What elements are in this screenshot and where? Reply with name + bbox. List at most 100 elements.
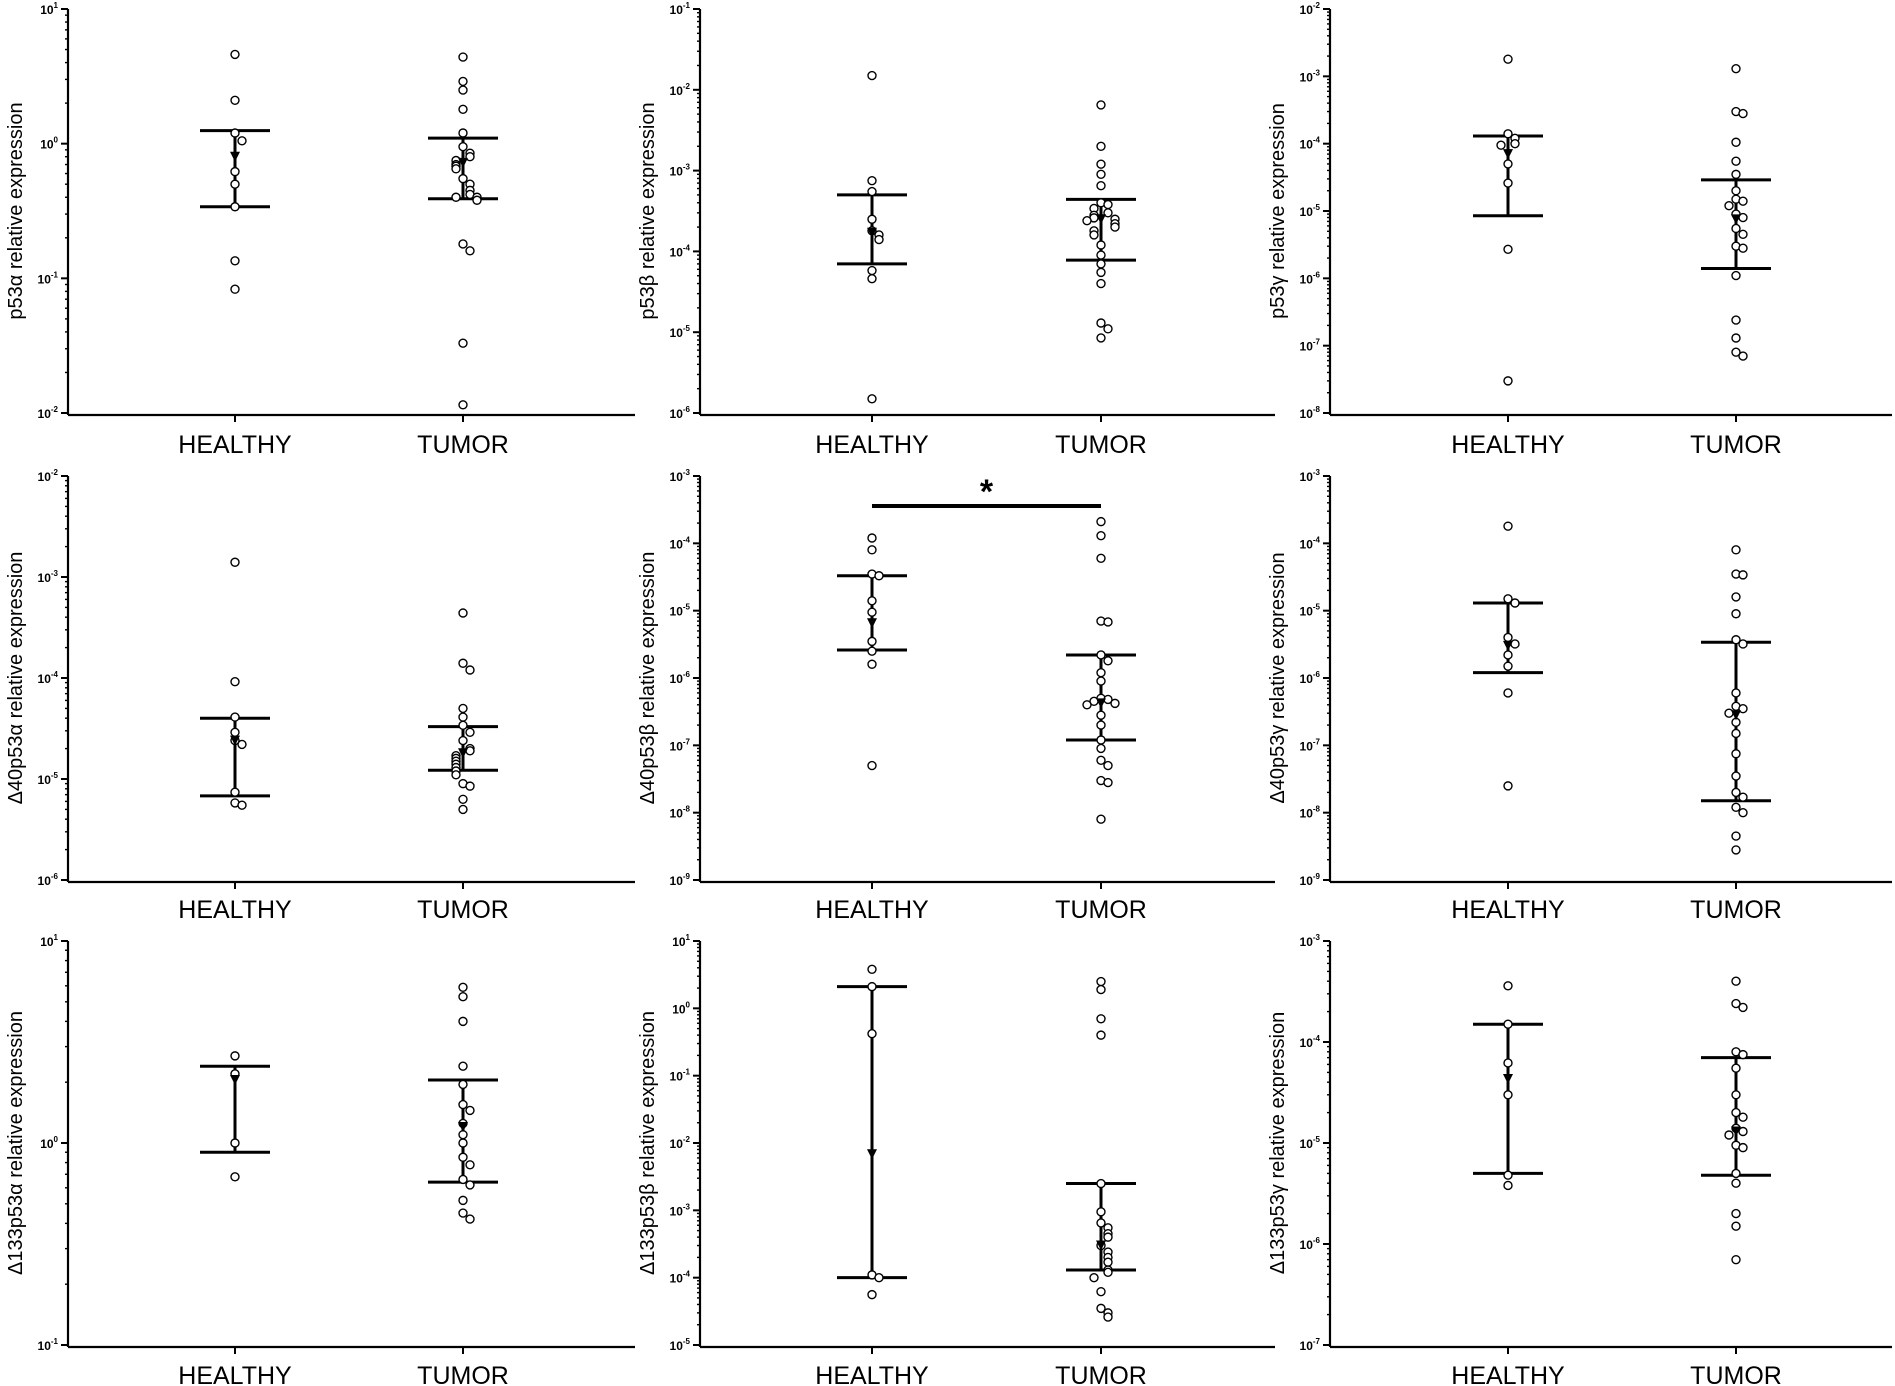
data-point — [1731, 270, 1741, 281]
data-point — [465, 152, 475, 162]
data-point — [230, 166, 240, 177]
y-tick-label: 10-4 — [1300, 136, 1321, 152]
data-point — [1096, 318, 1106, 328]
y-tick-label: 10-8 — [1300, 405, 1321, 421]
data-point — [1731, 1254, 1741, 1265]
data-point — [1503, 781, 1513, 791]
median-marker — [1096, 1240, 1106, 1251]
y-tick-label: 10-3 — [38, 569, 59, 585]
y-tick-label: 10-2 — [38, 405, 59, 421]
data-point — [458, 1016, 468, 1027]
y-axis-title: p53β relative expression — [637, 102, 659, 319]
data-point — [1103, 208, 1113, 218]
data-point — [1731, 771, 1741, 781]
y-tick-label: 10-3 — [670, 468, 691, 484]
y-tick-label: 10-7 — [1300, 1337, 1321, 1353]
y-tick-label: 10-5 — [670, 1337, 691, 1353]
data-point — [867, 981, 877, 992]
data-point — [1731, 1178, 1741, 1188]
data-point — [1731, 845, 1741, 855]
data-point — [1731, 787, 1741, 798]
data-point — [458, 1208, 468, 1218]
y-axis-title: Δ133p53γ relative expression — [1267, 1012, 1289, 1274]
data-point — [1096, 240, 1106, 250]
data-point — [230, 49, 240, 60]
x-category-label: HEALTHY — [178, 431, 292, 459]
data-point — [451, 770, 461, 780]
data-point — [458, 1138, 468, 1148]
data-point — [1496, 140, 1506, 150]
median-marker — [1731, 1126, 1741, 1137]
x-category-label: HEALTHY — [815, 1362, 929, 1386]
data-point — [1731, 63, 1741, 74]
y-tick-label: 10-9 — [670, 872, 691, 888]
data-point — [230, 712, 240, 722]
x-category-label: TUMOR — [1690, 431, 1782, 459]
data-point — [1731, 545, 1741, 555]
data-point — [465, 746, 475, 756]
x-category-label: HEALTHY — [1451, 1362, 1565, 1386]
y-tick-label: 10-7 — [670, 737, 691, 753]
data-point — [1731, 1168, 1741, 1179]
data-point — [1731, 1208, 1741, 1219]
data-point — [1731, 137, 1741, 147]
data-point — [230, 95, 240, 105]
data-point — [465, 1180, 475, 1190]
data-point — [1096, 814, 1106, 824]
data-point — [451, 192, 461, 202]
x-category-label: TUMOR — [417, 431, 509, 459]
data-point — [465, 1160, 475, 1170]
median-marker — [1731, 710, 1741, 721]
data-point — [874, 571, 884, 581]
x-category-label: HEALTHY — [1451, 896, 1565, 924]
data-point — [1096, 1286, 1106, 1297]
y-tick-label: 10-5 — [1300, 203, 1321, 219]
data-point — [867, 394, 877, 404]
data-point — [1096, 710, 1106, 720]
y-tick-label: 10-5 — [1300, 603, 1321, 619]
data-point — [1096, 735, 1106, 745]
data-point — [1096, 141, 1106, 151]
y-tick-label: 10-7 — [1300, 737, 1321, 753]
data-point — [1103, 1312, 1113, 1322]
chart-panel-3: 10-8 10-7 10-6 10-5 10-4 10-3 10-2 p53γ relativ… — [1267, 1, 1892, 459]
data-point — [1096, 650, 1106, 660]
data-point — [1738, 196, 1748, 206]
data-point — [458, 1079, 468, 1090]
chart-panel-7: 10-1 100 101 Δ133p53α relative expression HE… — [5, 933, 635, 1386]
data-point — [1731, 1063, 1741, 1073]
data-point — [458, 76, 468, 87]
data-point — [1103, 656, 1113, 666]
data-point — [867, 273, 877, 284]
y-tick-label: 10-3 — [670, 1202, 691, 1218]
data-point — [1738, 703, 1748, 714]
data-point — [230, 727, 240, 737]
y-tick-label: 10-5 — [670, 603, 691, 619]
data-point — [458, 141, 468, 152]
data-point — [1503, 129, 1513, 139]
data-point — [1738, 108, 1748, 119]
data-point — [1724, 200, 1734, 211]
data-point — [1731, 976, 1741, 986]
median-marker — [1503, 640, 1513, 651]
data-point — [465, 781, 475, 791]
data-point — [472, 195, 482, 205]
data-point — [230, 787, 240, 797]
data-point — [1503, 1170, 1513, 1180]
y-tick-label: 100 — [40, 1135, 58, 1151]
chart-panel-9: 10-7 10-6 10-5 10-4 10-3 Δ133p53γ relative ex… — [1267, 933, 1892, 1386]
data-point — [1738, 1049, 1748, 1060]
data-point — [458, 338, 468, 348]
y-tick-label: 10-5 — [38, 771, 59, 787]
data-point — [230, 1051, 240, 1061]
data-point — [1096, 100, 1106, 110]
y-tick-label: 10-8 — [670, 805, 691, 821]
data-point — [1738, 570, 1748, 580]
data-point — [874, 234, 884, 245]
y-tick-label: 10-7 — [1300, 338, 1321, 354]
data-point — [867, 646, 877, 656]
data-point — [458, 991, 468, 1002]
data-point — [458, 1174, 468, 1185]
data-point — [1731, 1221, 1741, 1231]
data-point — [1731, 223, 1741, 234]
